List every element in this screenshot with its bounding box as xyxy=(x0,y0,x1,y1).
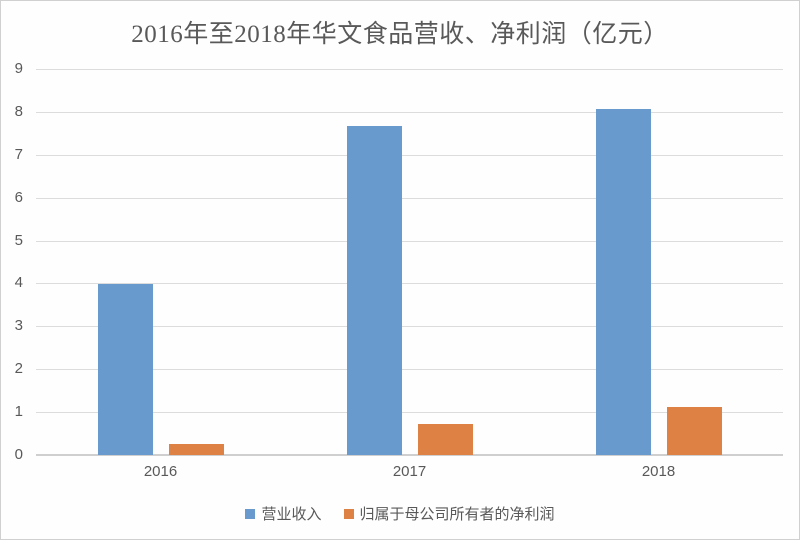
y-tick-label: 6 xyxy=(14,188,23,206)
y-tick-label: 4 xyxy=(14,274,23,292)
gridline xyxy=(36,283,783,285)
y-tick-label: 9 xyxy=(14,60,23,77)
gridline xyxy=(36,69,783,70)
gridline xyxy=(36,197,783,199)
y-tick-label: 1 xyxy=(14,403,23,421)
bar-revenue-2018 xyxy=(595,109,651,455)
y-tick-label: 7 xyxy=(14,145,23,163)
legend-item-net-profit: 归属于母公司所有者的净利润 xyxy=(343,503,555,524)
bar-revenue-2016 xyxy=(97,283,153,455)
y-tick-label: 2 xyxy=(14,360,23,378)
gridline xyxy=(36,111,783,113)
bar-revenue-2017 xyxy=(346,126,402,455)
legend-label: 营业收入 xyxy=(261,506,322,523)
gridline xyxy=(36,240,783,242)
legend-marker-icon xyxy=(245,508,256,519)
x-tick-label: 2018 xyxy=(641,463,676,480)
bar-net-profit-2016 xyxy=(168,444,224,455)
x-tick-label: 2016 xyxy=(143,463,178,480)
gridline xyxy=(36,412,783,414)
y-tick-label: 5 xyxy=(14,231,23,249)
gridline xyxy=(36,154,783,156)
bar-net-profit-2017 xyxy=(417,423,473,455)
chart-title: 2016年至2018年华文食品营收、净利润（亿元） xyxy=(131,21,669,48)
gridline xyxy=(36,369,783,371)
y-tick-label: 3 xyxy=(14,317,23,335)
y-tick-label: 8 xyxy=(14,102,23,120)
legend: 营业收入 归属于母公司所有者的净利润 xyxy=(1,503,799,524)
x-axis-line xyxy=(36,454,783,456)
bar-net-profit-2018 xyxy=(666,406,722,455)
legend-marker-icon xyxy=(343,508,354,519)
y-tick-label: 0 xyxy=(14,446,23,463)
gridline xyxy=(36,326,783,328)
legend-item-revenue: 营业收入 xyxy=(245,503,322,524)
legend-label: 归属于母公司所有者的净利润 xyxy=(359,506,555,523)
x-tick-label: 2017 xyxy=(392,463,427,480)
